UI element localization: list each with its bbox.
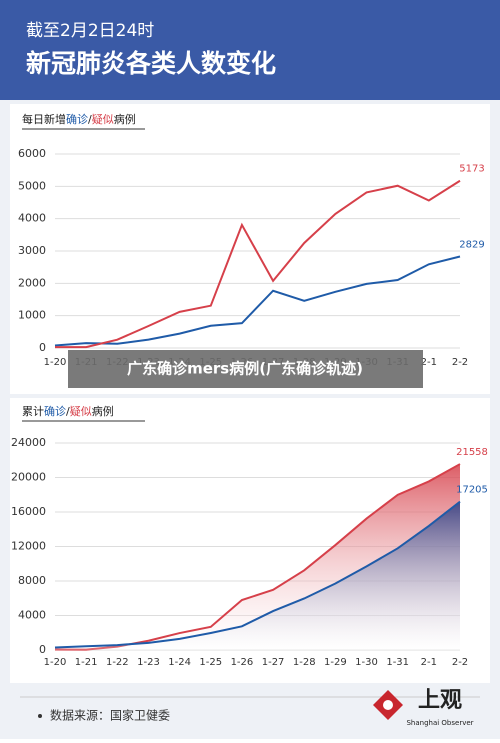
x-tick-label: 1-29 <box>324 657 347 668</box>
header-title: 新冠肺炎各类人数变化 <box>26 49 276 78</box>
chart-title-part: 疑似 <box>70 405 92 418</box>
y-tick-label: 2000 <box>18 276 46 289</box>
chart-title-part: 每日新增 <box>22 112 66 126</box>
x-tick-label: 1-20 <box>44 657 67 668</box>
header-band <box>0 0 500 100</box>
header-date: 截至2月2日24时 <box>26 21 154 41</box>
chart-title-part: 确诊 <box>44 404 66 418</box>
source: 数据来源：国家卫健委 <box>50 708 170 723</box>
data-label: 21558 <box>456 447 488 458</box>
x-tick-label: 1-21 <box>75 657 98 668</box>
overlay-bar <box>68 350 423 388</box>
y-tick-label: 5000 <box>18 179 46 192</box>
data-label: 2829 <box>459 240 484 251</box>
x-tick-label: 1-30 <box>355 657 378 668</box>
chart-title-part: / <box>66 405 70 418</box>
y-tick-label: 4000 <box>18 609 46 622</box>
bullet <box>38 714 42 718</box>
chart-title: 每日新增确诊/疑似病例 <box>22 112 136 126</box>
overlay-text: 广东确诊mers病例(广东确诊轨迹) <box>127 360 363 378</box>
x-tick-label: 2-1 <box>421 657 437 668</box>
chart-title-part: 累计 <box>22 405 44 418</box>
y-tick-label: 16000 <box>11 505 46 518</box>
logo: 上观 <box>418 688 462 713</box>
y-tick-label: 0 <box>39 341 46 354</box>
area <box>55 501 460 650</box>
y-tick-label: 8000 <box>18 574 46 587</box>
y-tick-label: 0 <box>39 643 46 656</box>
x-tick-label: 2-2 <box>452 357 468 368</box>
chart-title-part: / <box>88 113 92 126</box>
x-tick-label: 2-1 <box>421 357 437 368</box>
chart-title: 累计确诊/疑似病例 <box>22 404 114 418</box>
y-tick-label: 20000 <box>11 471 46 484</box>
x-tick-label: 1-25 <box>199 657 222 668</box>
x-tick-label: 1-23 <box>137 657 160 668</box>
logo-icon <box>383 700 393 710</box>
line <box>54 255 461 347</box>
chart-title-part: 病例 <box>92 404 114 418</box>
x-tick-label: 1-20 <box>44 357 67 368</box>
data-label: 17205 <box>456 485 488 496</box>
y-tick-label: 12000 <box>11 540 46 553</box>
chart-title-part: 疑似 <box>92 113 114 126</box>
line <box>54 179 461 349</box>
chart-title-part: 确诊 <box>66 112 88 126</box>
y-tick-label: 1000 <box>18 309 46 322</box>
y-tick-label: 6000 <box>18 147 46 160</box>
line <box>54 500 461 649</box>
x-tick-label: 2-2 <box>452 657 468 668</box>
data-label: 5173 <box>459 164 484 175</box>
x-tick-label: 1-27 <box>262 657 285 668</box>
logo-sub: Shanghai Observer <box>406 719 473 727</box>
x-tick-label: 1-26 <box>231 657 254 668</box>
y-tick-label: 24000 <box>11 436 46 449</box>
y-tick-label: 4000 <box>18 212 46 225</box>
y-tick-label: 3000 <box>18 244 46 257</box>
x-tick-label: 1-31 <box>386 657 409 668</box>
x-tick-label: 1-22 <box>106 657 129 668</box>
x-tick-label: 1-28 <box>293 657 316 668</box>
x-tick-label: 1-24 <box>168 657 191 668</box>
chart-title-part: 病例 <box>114 112 136 126</box>
